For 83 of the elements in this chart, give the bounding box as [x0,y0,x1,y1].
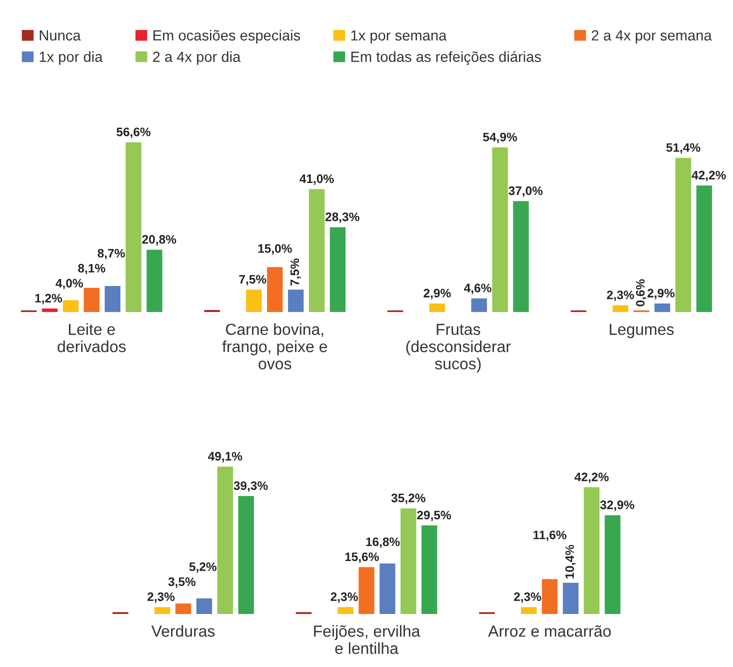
data-label: 15,0% [258,244,292,255]
bar [104,286,120,312]
legend-label: 1x por semana [351,30,447,44]
bar [308,189,325,312]
x-tick-label: Frutas (desconsiderar sucos) [406,324,511,373]
data-label: 37,0% [508,186,543,197]
bar [338,607,354,614]
bar [246,290,262,312]
bar [267,267,283,312]
data-label: 8,7% [98,248,125,260]
data-label: 42,2% [692,170,726,182]
data-label: 20,8% [142,235,176,246]
data-label: 49,1% [208,452,242,462]
x-tick-label: Arroz e macarrão [488,625,611,637]
bar [542,579,558,614]
bar [584,487,600,614]
bar [492,147,508,312]
data-label: 16,8% [366,537,400,548]
data-label: 2,3% [514,592,542,603]
bar [154,607,170,614]
bar [217,466,233,614]
legend-label: Nunca [40,30,81,41]
bar [84,288,100,312]
legend-label: Em ocasiões especiais [153,30,300,44]
data-label: 32,9% [600,500,634,511]
bar [175,603,192,614]
data-label: 2,9% [648,288,675,300]
data-label: 42,2% [574,472,609,484]
data-label: 4,0% [56,278,83,290]
legend-label: 2 a 4x por dia [153,51,241,65]
data-label: 41,0% [300,174,334,185]
legend-label: 1x por dia [40,51,103,65]
legend-label: 2 a 4x por semana [592,30,712,44]
data-label: 2,3% [606,290,634,302]
data-label: 0,6% [636,279,646,306]
bar [562,582,579,614]
x-tick-label: Legumes [610,324,674,338]
bar [330,227,346,312]
bar [126,142,142,312]
x-tick-label: Feijões, ervilha e lentilha [314,625,420,654]
data-label: 2,3% [330,592,358,603]
data-label: 8,1% [78,264,106,274]
bar [654,303,670,312]
bar [42,308,58,312]
data-label: 2,3% [147,592,175,603]
data-label: 35,2% [391,494,426,504]
data-label: 56,6% [116,128,151,138]
data-label: 29,5% [417,510,451,522]
bar [604,515,620,614]
bar [288,290,304,312]
data-label: 1,2% [35,294,62,304]
bar [429,303,446,312]
data-label: 2,9% [424,288,451,300]
bar [421,525,438,614]
bar [513,201,529,312]
data-label: 7,5% [239,275,266,286]
data-label: 7,5% [290,258,301,286]
data-label: 28,3% [325,212,360,223]
data-label: 5,2% [189,562,216,573]
bar [380,564,396,614]
x-tick-label: Verduras [151,625,215,637]
bar [471,298,487,312]
legend-label: Em todas as refeições diárias [351,51,541,65]
data-label: 51,4% [666,143,700,154]
data-label: 3,5% [168,577,196,588]
bar [196,598,212,614]
bar [675,158,692,312]
data-label: 10,4% [565,544,576,578]
bar [238,496,254,614]
data-label: 54,9% [483,132,518,144]
bar [358,567,374,614]
bar [520,607,537,614]
data-label: 15,6% [345,552,379,563]
x-tick-label: Carne bovina, frango, peixe e ovos [222,323,328,370]
bar [612,305,628,312]
bar [146,250,162,312]
bar [400,508,416,614]
data-label: 4,6% [464,284,492,294]
x-tick-label: Leite e derivados [58,323,126,352]
data-label: 11,6% [534,530,566,542]
data-label: 39,3% [234,481,268,492]
bar [696,185,712,312]
bar [62,300,79,312]
